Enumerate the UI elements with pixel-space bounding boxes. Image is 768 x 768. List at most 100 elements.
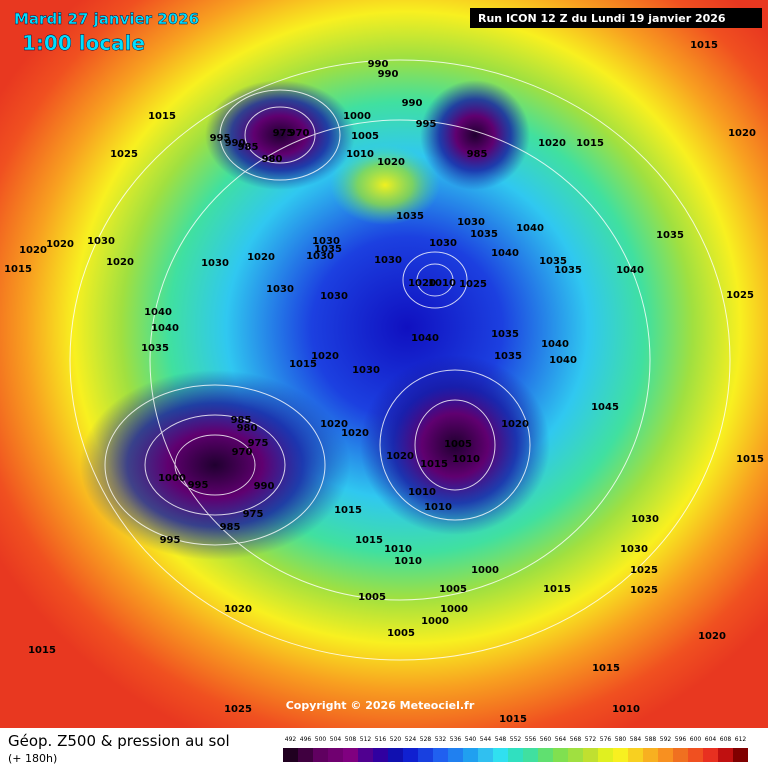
isobar-label: 1010 <box>384 544 412 555</box>
isobar-label: 1000 <box>158 473 186 484</box>
isobar-label: 1005 <box>358 592 386 603</box>
isobar-label: 1015 <box>355 535 383 546</box>
isobar-label: 1035 <box>656 230 684 241</box>
colorbar-swatch <box>478 748 493 762</box>
isobar-label: 1000 <box>421 616 449 627</box>
isobar-label: 1040 <box>516 223 544 234</box>
isobar-label: 1030 <box>457 217 485 228</box>
colorbar-label: 496 <box>300 736 312 743</box>
isobar-label: 995 <box>416 119 437 130</box>
colorbar-swatch <box>718 748 733 762</box>
isobar-label: 1040 <box>151 323 179 334</box>
colorbar: 492 496 500 504 508 512 516 520 524 528 532 536 540 5… <box>283 736 748 762</box>
isobar-label: 1020 <box>728 128 756 139</box>
isobar-label: 1040 <box>491 248 519 259</box>
isobar-label: 990 <box>225 138 246 149</box>
isobar-label: 1015 <box>289 359 317 370</box>
isobar-label: 1010 <box>346 149 374 160</box>
colorbar-label: 568 <box>570 736 582 743</box>
isobar-label: 1015 <box>499 714 527 725</box>
isobar-label: 990 <box>402 98 423 109</box>
isobar-label: 995 <box>210 133 231 144</box>
isobar-label: 1020 <box>224 604 252 615</box>
isobar-label: 1010 <box>424 502 452 513</box>
low-atlantic <box>80 370 350 560</box>
footer-lead: (+ 180h) <box>8 752 57 765</box>
isobar-label: 1035 <box>470 229 498 240</box>
run-box <box>470 8 762 28</box>
isobar-label: 1010 <box>428 278 456 289</box>
isobar-label: 1040 <box>616 265 644 276</box>
isobar-label: 985 <box>231 415 252 426</box>
z500-field <box>0 0 768 728</box>
isobar-label: 1020 <box>320 419 348 430</box>
colorbar-label: 540 <box>465 736 477 743</box>
isobar-label: 1035 <box>539 256 567 267</box>
colorbar-label: 504 <box>330 736 342 743</box>
isobar-label: 1000 <box>440 604 468 615</box>
colorbar-swatch <box>703 748 718 762</box>
isobar-label: 1040 <box>549 355 577 366</box>
isobar-label: 1035 <box>554 265 582 276</box>
isobar-label: 1025 <box>726 290 754 301</box>
colorbar-label: 536 <box>450 736 462 743</box>
colorbar-swatch <box>643 748 658 762</box>
isobar-label: 980 <box>262 154 283 165</box>
isobar-label: 1005 <box>439 584 467 595</box>
isobar-label: 985 <box>220 522 241 533</box>
isobar-label: 1030 <box>312 236 340 247</box>
colorbar-swatch <box>493 748 508 762</box>
low-siberia <box>205 80 355 190</box>
copyright: Copyright © 2026 Meteociel.fr <box>286 699 475 712</box>
isobar-label: 1035 <box>491 329 519 340</box>
isobar-label: 970 <box>289 128 310 139</box>
colorbar-label: 556 <box>525 736 537 743</box>
isobar-label: 1040 <box>541 339 569 350</box>
isobar-label: 1030 <box>306 251 334 262</box>
colorbar-label: 532 <box>435 736 447 743</box>
isobar-label: 1035 <box>141 343 169 354</box>
colorbar-swatch <box>403 748 418 762</box>
isobar-label: 1030 <box>87 236 115 247</box>
isobar-label: 1020 <box>698 631 726 642</box>
colorbar-label: 588 <box>645 736 657 743</box>
footer-title: Géop. Z500 & pression au sol <box>8 732 230 750</box>
isobar-label: 1020 <box>538 138 566 149</box>
isobar-label: 1010 <box>394 556 422 567</box>
colorbar-swatch <box>418 748 433 762</box>
isobar-label: 1025 <box>224 704 252 715</box>
colorbar-label: 552 <box>510 736 522 743</box>
isobar-label: 1005 <box>387 628 415 639</box>
colorbar-swatch <box>673 748 688 762</box>
isobar-label: 1030 <box>620 544 648 555</box>
isobar-label: 1000 <box>471 565 499 576</box>
isobar-label: 1025 <box>459 279 487 290</box>
isobar-label: 995 <box>188 480 209 491</box>
isobar-label: 1005 <box>444 439 472 450</box>
colorbar-swatch <box>568 748 583 762</box>
isobar-label: 1040 <box>411 333 439 344</box>
isobar-label: 1025 <box>630 565 658 576</box>
colorbar-swatch <box>463 748 478 762</box>
colorbar-swatch <box>313 748 328 762</box>
isobar-label: 1030 <box>429 238 457 249</box>
colorbar-label: 612 <box>735 736 747 743</box>
isobar-label: 985 <box>467 149 488 160</box>
isobar-label: 1040 <box>144 307 172 318</box>
colorbar-swatch <box>508 748 523 762</box>
colorbar-label: 548 <box>495 736 507 743</box>
colorbar-swatch <box>598 748 613 762</box>
isobar-label: 975 <box>273 128 294 139</box>
isobar-label: 1020 <box>377 157 405 168</box>
isobar-label: 1035 <box>494 351 522 362</box>
isobar-label: 970 <box>232 447 253 458</box>
colorbar-label: 572 <box>585 736 597 743</box>
isobar-label: 990 <box>368 59 389 70</box>
colorbar-label: 508 <box>345 736 357 743</box>
ridge <box>330 145 440 225</box>
colorbar-swatch <box>433 748 448 762</box>
low-europe <box>360 355 550 535</box>
isobar-label: 1020 <box>46 239 74 250</box>
colorbar-label: 580 <box>615 736 627 743</box>
